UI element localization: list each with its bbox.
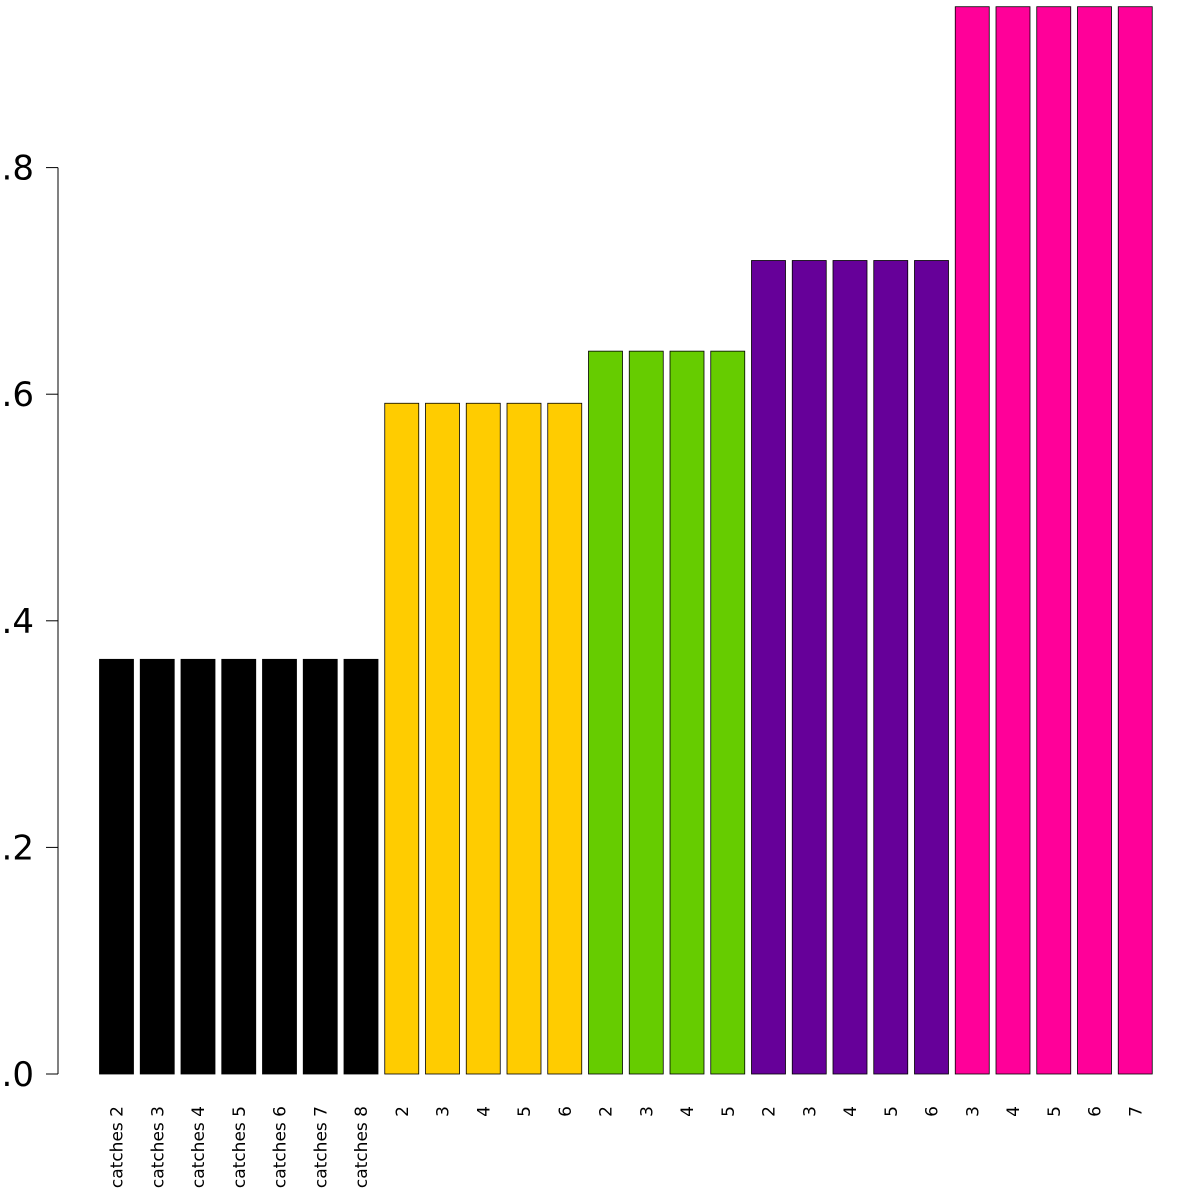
bar — [954, 6, 990, 1075]
bar — [751, 260, 786, 1075]
bar — [547, 402, 583, 1075]
x-tick-label: 5 — [882, 1106, 902, 1117]
x-tick-label: 3 — [434, 1106, 454, 1117]
y-tick-label: 0.6 — [0, 375, 34, 415]
bar — [995, 6, 1031, 1075]
x-tick-label: catches 3 — [148, 1106, 168, 1188]
x-tick-label: catches 2 — [108, 1106, 128, 1188]
x-tick-label: 3 — [637, 1106, 657, 1117]
x-tick-label: 4 — [678, 1106, 698, 1117]
x-tick-label: 2 — [393, 1106, 413, 1117]
y-tick-label: 0.0 — [0, 1055, 34, 1095]
bar — [832, 260, 868, 1075]
x-tick-label: catches 6 — [271, 1106, 291, 1188]
bar — [914, 260, 949, 1075]
x-tick-label: 5 — [515, 1106, 535, 1117]
x-tick-label: 5 — [719, 1106, 739, 1117]
x-tick-label: 3 — [800, 1106, 820, 1117]
x-tick-label: 4 — [474, 1106, 494, 1117]
x-tick-label: 7 — [1126, 1106, 1146, 1117]
bar — [873, 260, 909, 1075]
bar — [384, 402, 420, 1075]
bar — [1117, 6, 1153, 1075]
x-tick-label: 6 — [923, 1106, 943, 1117]
x-tick-label: catches 5 — [230, 1106, 250, 1188]
bar — [262, 658, 297, 1075]
x-tick-label: 4 — [841, 1106, 861, 1117]
x-tick-label: catches 4 — [189, 1106, 209, 1188]
x-tick-label: 2 — [760, 1106, 780, 1117]
bars — [99, 6, 1153, 1075]
bar — [506, 402, 542, 1075]
bar — [669, 350, 705, 1075]
bar — [588, 350, 623, 1075]
bar — [1036, 6, 1072, 1075]
bar — [791, 260, 827, 1075]
x-tick-label: 5 — [1045, 1106, 1065, 1117]
x-tick-label: 4 — [1004, 1106, 1024, 1117]
bar — [139, 658, 175, 1075]
y-tick-label: 0.2 — [0, 828, 34, 868]
x-tick-label: 6 — [556, 1106, 576, 1117]
x-axis-labels: catches 2 catches 3 catches 4 catches 5 catc… — [108, 1106, 1147, 1188]
bar — [628, 350, 664, 1075]
bar — [99, 658, 134, 1075]
bar — [221, 658, 257, 1075]
bar — [302, 658, 338, 1075]
x-tick-label: 3 — [963, 1106, 983, 1117]
y-tick-label: 0.8 — [0, 149, 34, 189]
bar — [343, 658, 379, 1075]
x-tick-label: 2 — [597, 1106, 617, 1117]
x-tick-label: 6 — [1086, 1106, 1106, 1117]
bar — [1077, 6, 1112, 1075]
x-tick-label: catches 8 — [352, 1106, 372, 1188]
bar — [710, 350, 746, 1075]
bar — [425, 402, 460, 1075]
bar — [465, 402, 501, 1075]
bar — [180, 658, 216, 1075]
y-axis: 0.0 0.2 0.4 0.6 0.8 — [0, 149, 59, 1095]
y-tick-label: 0.4 — [0, 602, 34, 642]
x-tick-label: catches 7 — [311, 1106, 331, 1188]
